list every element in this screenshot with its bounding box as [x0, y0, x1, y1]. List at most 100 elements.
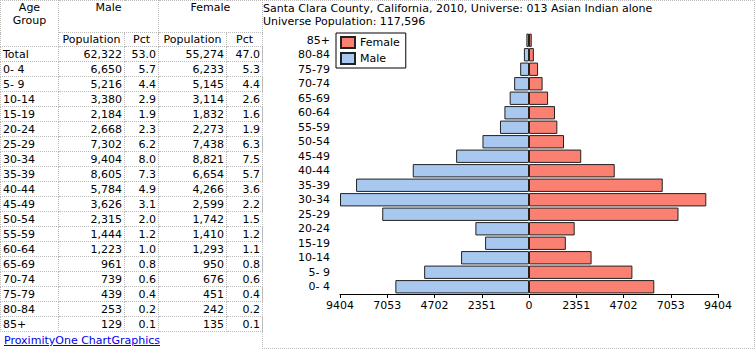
html-text:15-19: 15-19: [3, 107, 35, 121]
html-text:20-24: 20-24: [3, 122, 35, 136]
html-text:5,784: 5,784: [90, 182, 122, 196]
html-text:62,322: 62,322: [83, 47, 122, 61]
svg-text:30-34: 30-34: [298, 193, 330, 206]
html-text:47.0: 47.0: [235, 47, 260, 61]
html-text:5- 9: 5- 9: [3, 77, 25, 91]
html-text:Total: Total: [3, 47, 29, 61]
html-text:2.2: 2.2: [242, 197, 260, 211]
html-text:1,832: 1,832: [192, 107, 224, 121]
html-text:5.3: 5.3: [242, 62, 260, 76]
html-text:1,410: 1,410: [192, 227, 224, 241]
html-text:2.3: 2.3: [138, 122, 156, 136]
svg-text:0- 4: 0- 4: [309, 280, 330, 293]
html-text:7.5: 7.5: [242, 152, 260, 166]
html-text:2.0: 2.0: [138, 212, 156, 226]
svg-text:Universe Population: 117,596: Universe Population: 117,596: [263, 15, 425, 28]
html-text:5,216: 5,216: [90, 77, 122, 91]
html-text:2.9: 2.9: [138, 92, 156, 106]
html-text:60-64: 60-64: [3, 242, 35, 256]
html-text:55-59: 55-59: [3, 227, 35, 241]
html-text:25-29: 25-29: [3, 137, 35, 151]
html-text:6,233: 6,233: [192, 62, 224, 76]
html-text:7.3: 7.3: [138, 167, 156, 181]
html-text:3,114: 3,114: [192, 92, 224, 106]
html-text:0- 4: 0- 4: [3, 62, 25, 76]
svg-text:85+: 85+: [307, 34, 330, 47]
svg-text:7053: 7053: [657, 299, 685, 312]
html-text:7,438: 7,438: [192, 137, 224, 151]
html-text:2,315: 2,315: [90, 212, 122, 226]
html-text:2,273: 2,273: [192, 122, 224, 136]
html-text:45-49: 45-49: [3, 197, 35, 211]
html-text:4.9: 4.9: [138, 182, 156, 196]
html-text:5.7: 5.7: [242, 167, 260, 181]
svg-text:9404: 9404: [704, 299, 732, 312]
html-text:7,302: 7,302: [90, 137, 122, 151]
svg-text:15-19: 15-19: [298, 237, 330, 250]
svg-text:0: 0: [526, 299, 533, 312]
html-text:1.5: 1.5: [242, 212, 260, 226]
svg-text:60-64: 60-64: [298, 106, 330, 119]
svg-text:2351: 2351: [468, 299, 496, 312]
html-text:4.4: 4.4: [242, 77, 260, 91]
svg-text:55-59: 55-59: [298, 121, 330, 134]
html-text:40-44: 40-44: [3, 182, 35, 196]
svg-text:35-39: 35-39: [298, 179, 330, 192]
html-text:3.6: 3.6: [242, 182, 260, 196]
html-text:1,293: 1,293: [192, 242, 224, 256]
svg-text:50-54: 50-54: [298, 135, 330, 148]
html-text:8.0: 8.0: [138, 152, 156, 166]
html-text:35-39: 35-39: [3, 167, 35, 181]
svg-text:20-24: 20-24: [298, 222, 330, 235]
svg-text:10-14: 10-14: [298, 251, 330, 264]
html-text:4,266: 4,266: [192, 182, 224, 196]
html-text:3.1: 3.1: [138, 197, 156, 211]
html-text:5.7: 5.7: [138, 62, 156, 76]
svg-text:80-84: 80-84: [298, 48, 330, 61]
html-text:8,605: 8,605: [90, 167, 122, 181]
html-text:1.2: 1.2: [138, 227, 156, 241]
html-text:30-34: 30-34: [3, 152, 35, 166]
html-text:1,742: 1,742: [192, 212, 224, 226]
svg-text:Santa Clara County, California: Santa Clara County, California, 2010, Un…: [263, 2, 652, 15]
html-text:53.0: 53.0: [131, 47, 156, 61]
svg-text:45-49: 45-49: [298, 150, 330, 163]
svg-text:75-79: 75-79: [298, 63, 330, 76]
svg-text:2351: 2351: [562, 299, 590, 312]
html-text:2,184: 2,184: [90, 107, 122, 121]
html-text:50-54: 50-54: [3, 212, 35, 226]
svg-text:Female: Female: [360, 36, 400, 49]
svg-text:5- 9: 5- 9: [309, 266, 330, 279]
html-text:1.0: 1.0: [138, 242, 156, 256]
svg-text:40-44: 40-44: [298, 164, 330, 177]
html-text:2,599: 2,599: [192, 197, 224, 211]
html-text:8,821: 8,821: [192, 152, 224, 166]
html-text:1.9: 1.9: [242, 122, 260, 136]
svg-text:9404: 9404: [326, 299, 354, 312]
html-text:6,650: 6,650: [90, 62, 122, 76]
html-text:1.6: 1.6: [242, 107, 260, 121]
svg-text:25-29: 25-29: [298, 208, 330, 221]
html-text:3,380: 3,380: [90, 92, 122, 106]
html-text:6.2: 6.2: [138, 137, 156, 151]
html-text:1.9: 1.9: [138, 107, 156, 121]
html-text:55,274: 55,274: [185, 47, 224, 61]
html-text:9,404: 9,404: [90, 152, 122, 166]
html-text:1,444: 1,444: [90, 227, 122, 241]
svg-text:70-74: 70-74: [298, 77, 330, 90]
html-text:1.2: 1.2: [242, 227, 260, 241]
svg-text:7053: 7053: [373, 299, 401, 312]
html-text:1,223: 1,223: [90, 242, 122, 256]
html-text:2,668: 2,668: [90, 122, 122, 136]
html-text:6.3: 6.3: [242, 137, 260, 151]
html-text:10-14: 10-14: [3, 92, 35, 106]
html-text:4.4: 4.4: [138, 77, 156, 91]
svg-text:65-69: 65-69: [298, 92, 330, 105]
svg-text:4702: 4702: [421, 299, 449, 312]
html-text:6,654: 6,654: [192, 167, 224, 181]
svg-text:Male: Male: [360, 52, 386, 65]
html-text:3,626: 3,626: [90, 197, 122, 211]
html-text:2.6: 2.6: [242, 92, 260, 106]
html-text:5,145: 5,145: [192, 77, 224, 91]
svg-text:4702: 4702: [610, 299, 638, 312]
